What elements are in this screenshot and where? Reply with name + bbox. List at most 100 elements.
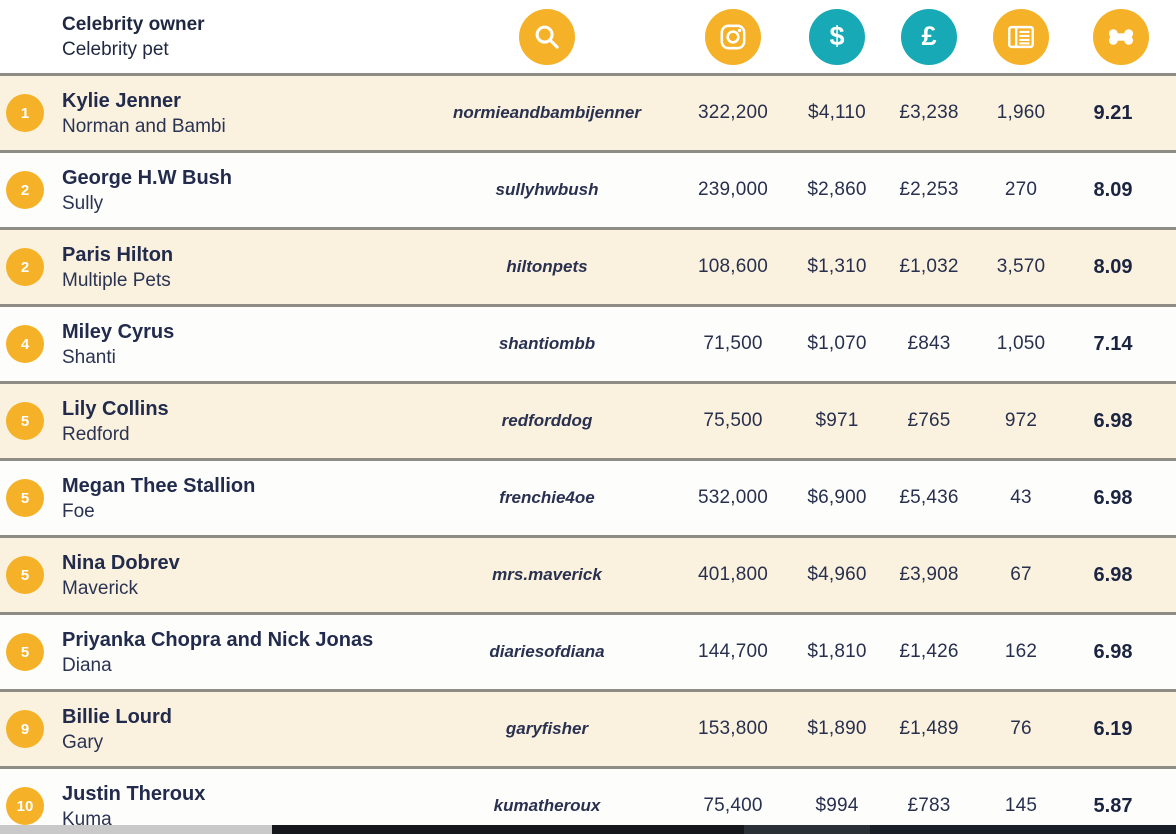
followers-count: 153,800 [697,718,769,739]
gbp-value: £1,489 [899,718,959,739]
instagram-handle: shantiombb [498,334,596,353]
score-value: 7.14 [1093,332,1133,355]
bottom-bar-segment [744,825,870,834]
score-value: 6.98 [1093,640,1133,663]
bottom-cropped-bar [0,825,1176,834]
rank-badge: 10 [6,787,44,825]
articles-count: 67 [1010,564,1032,585]
celebrity-owner: Paris Hilton [62,243,174,266]
score-value: 8.09 [1093,178,1133,201]
score-value: 9.21 [1093,101,1133,124]
articles-count: 270 [1004,179,1038,200]
celebrity-pet: Maverick [62,577,139,599]
instagram-handle: mrs.maverick [492,565,602,584]
articles-count: 76 [1010,718,1032,739]
owner-column-label: Celebrity owner [62,13,205,35]
articles-count: 972 [1004,410,1038,431]
articles-count: 162 [1004,641,1038,662]
articles-count: 1,960 [996,102,1046,123]
score-value: 6.98 [1093,409,1133,432]
rank-badge: 5 [6,633,44,671]
articles-count: 145 [1004,795,1038,816]
celebrity-owner: Nina Dobrev [62,551,180,574]
table-row: 5 Nina Dobrev Maverick mrs.maverick 401,… [0,535,1176,612]
usd-value: $4,960 [807,564,867,585]
instagram-handle: garyfisher [505,719,589,738]
celebrity-pet: Diana [62,654,112,676]
celebrity-owner: Miley Cyrus [62,320,175,343]
rank-badge: 5 [6,556,44,594]
usd-value: $994 [815,795,859,816]
celebrity-owner: Megan Thee Stallion [62,474,256,497]
score-column-header [1066,8,1176,65]
rank-badge: 2 [6,171,44,209]
instagram-handle: redforddog [501,411,593,430]
gbp-value: £1,032 [899,256,959,277]
articles-count: 1,050 [996,333,1046,354]
gbp-value: £3,238 [899,102,959,123]
bottom-bar-segment [272,825,744,834]
table-row: 9 Billie Lourd Gary garyfisher 153,800 $… [0,689,1176,766]
followers-count: 75,400 [703,795,763,816]
followers-count: 108,600 [697,256,769,277]
instagram-icon [705,8,761,65]
gbp-value: £1,426 [899,641,959,662]
table-row: 5 Priyanka Chopra and Nick Jonas Diana d… [0,612,1176,689]
celebrity-pet: Redford [62,423,130,445]
table-row: 4 Miley Cyrus Shanti shantiombb 71,500 $… [0,304,1176,381]
instagram-handle: hiltonpets [506,257,588,276]
table-row: 2 Paris Hilton Multiple Pets hiltonpets … [0,227,1176,304]
usd-value: $1,890 [807,718,867,739]
celebrity-pet: Foe [62,500,95,522]
table-row: 5 Megan Thee Stallion Foe frenchie4oe 53… [0,458,1176,535]
table-row: 2 George H.W Bush Sully sullyhwbush 239,… [0,150,1176,227]
usd-value: $1,070 [807,333,867,354]
rank-badge: 5 [6,479,44,517]
table-row: 10 Justin Theroux Kuma kumatheroux 75,40… [0,766,1176,834]
dollar-icon: $ [809,8,865,65]
celebrity-pet: Shanti [62,346,116,368]
usd-value: $971 [815,410,859,431]
usd-value: $4,110 [808,102,866,123]
instagram-handle: sullyhwbush [495,180,599,199]
usd-value: $6,900 [807,487,867,508]
articles-count: 3,570 [996,256,1046,277]
score-value: 8.09 [1093,255,1133,278]
gbp-value: £765 [907,410,951,431]
news-icon [993,8,1049,65]
handle-column-header [420,8,674,65]
celebrity-owner: Justin Theroux [62,782,206,805]
celebrity-owner: Lily Collins [62,397,169,420]
gbp-value: £783 [907,795,951,816]
followers-count: 144,700 [697,641,769,662]
celebrity-pet: Sully [62,192,104,214]
articles-count: 43 [1010,487,1032,508]
instagram-handle: kumatheroux [493,796,601,815]
followers-count: 71,500 [703,333,763,354]
celebrity-owner: Billie Lourd [62,705,172,728]
gbp-value: £843 [907,333,951,354]
table-header: Celebrity owner Celebrity pet $ [0,0,1176,73]
articles-column-header [976,8,1066,65]
gbp-value: £3,908 [899,564,959,585]
bottom-bar-segment [0,825,272,834]
score-value: 6.19 [1093,717,1133,740]
score-value: 6.98 [1093,486,1133,509]
gbp-column-header: £ [882,8,976,65]
instagram-handle: frenchie4oe [499,488,595,507]
usd-column-header: $ [792,8,882,65]
rank-badge: 9 [6,710,44,748]
celebrity-pet: Norman and Bambi [62,115,226,137]
pet-column-label: Celebrity pet [62,38,169,60]
bone-icon [1093,8,1149,65]
followers-count: 532,000 [697,487,769,508]
table-row: 1 Kylie Jenner Norman and Bambi normiean… [0,73,1176,150]
score-value: 6.98 [1093,563,1133,586]
rank-badge: 1 [6,94,44,132]
followers-count: 322,200 [697,102,769,123]
celebrity-owner: George H.W Bush [62,166,233,189]
usd-value: $2,860 [807,179,867,200]
owner-pet-column-header: Celebrity owner Celebrity pet [50,12,420,62]
bottom-bar-segment [870,825,1176,834]
